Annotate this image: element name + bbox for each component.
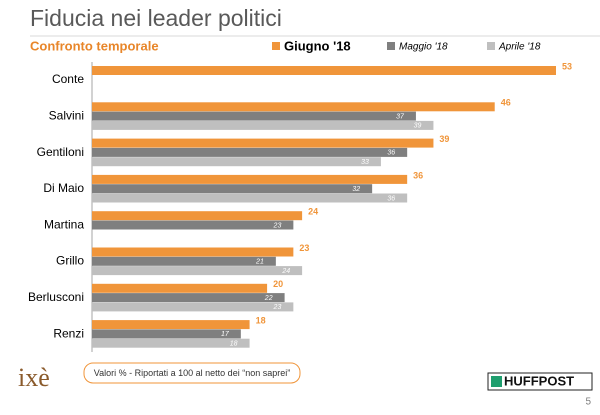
bar	[92, 111, 416, 121]
category-label: Conte	[52, 72, 84, 86]
bar	[92, 266, 303, 276]
value-label: 46	[501, 98, 511, 108]
source-icon	[491, 376, 502, 387]
page-number: 5	[585, 397, 591, 408]
chart-subtitle: Confronto temporale	[30, 38, 159, 53]
chart-title: Fiducia nei leader politici	[30, 5, 282, 31]
category-label: Berlusconi	[28, 290, 84, 304]
legend-label: Aprile '18	[498, 42, 541, 53]
category-label: Salvini	[49, 108, 84, 122]
value-label: 24	[281, 268, 290, 275]
value-label: 18	[256, 315, 266, 325]
bar	[92, 283, 268, 293]
legend-swatch	[387, 42, 395, 50]
bar	[92, 174, 408, 184]
bar	[92, 247, 294, 257]
value-label: 23	[273, 304, 282, 311]
note-box	[83, 362, 301, 384]
category-label: Grillo	[56, 254, 84, 268]
bar	[92, 302, 294, 312]
value-label: 53	[562, 61, 572, 71]
source-box	[487, 372, 593, 391]
value-label: 32	[352, 186, 360, 193]
bar	[92, 293, 285, 303]
category-label: Martina	[44, 217, 84, 231]
category-label: Di Maio	[43, 181, 84, 195]
bar	[92, 120, 434, 130]
bar	[92, 102, 495, 112]
value-label: 23	[273, 222, 282, 229]
value-label: 23	[299, 243, 309, 253]
logo: ixè	[18, 363, 50, 392]
value-label: 33	[361, 159, 369, 166]
value-label: 22	[264, 295, 273, 302]
bar	[92, 211, 303, 221]
bar	[92, 184, 373, 194]
value-label: 18	[230, 341, 238, 348]
bar	[92, 138, 434, 148]
value-label: 37	[396, 113, 405, 120]
value-label: 17	[221, 331, 230, 338]
bar	[92, 220, 294, 230]
note: Valori % - Riportati a 100 al netto dei …	[94, 368, 290, 378]
value-label: 20	[273, 279, 283, 289]
source: HUFFPOST	[504, 373, 574, 388]
value-label: 39	[414, 123, 422, 130]
value-label: 24	[308, 207, 318, 217]
bar	[92, 329, 241, 339]
value-label: 39	[439, 134, 449, 144]
value-label: 36	[387, 195, 395, 202]
legend-label: Maggio '18	[399, 42, 448, 53]
bar	[92, 320, 250, 330]
category-label: Renzi	[53, 326, 84, 340]
bar	[92, 66, 556, 75]
bar	[92, 157, 381, 167]
bar	[92, 256, 276, 266]
legend-swatch	[272, 42, 280, 50]
value-label: 36	[413, 170, 423, 180]
value-label: 21	[255, 259, 264, 266]
category-label: Gentiloni	[37, 145, 84, 159]
bar	[92, 338, 250, 348]
bar	[92, 193, 408, 203]
bar	[92, 147, 408, 157]
legend-label: Giugno '18	[284, 38, 351, 53]
value-label: 36	[387, 150, 395, 157]
legend-swatch	[487, 42, 495, 50]
